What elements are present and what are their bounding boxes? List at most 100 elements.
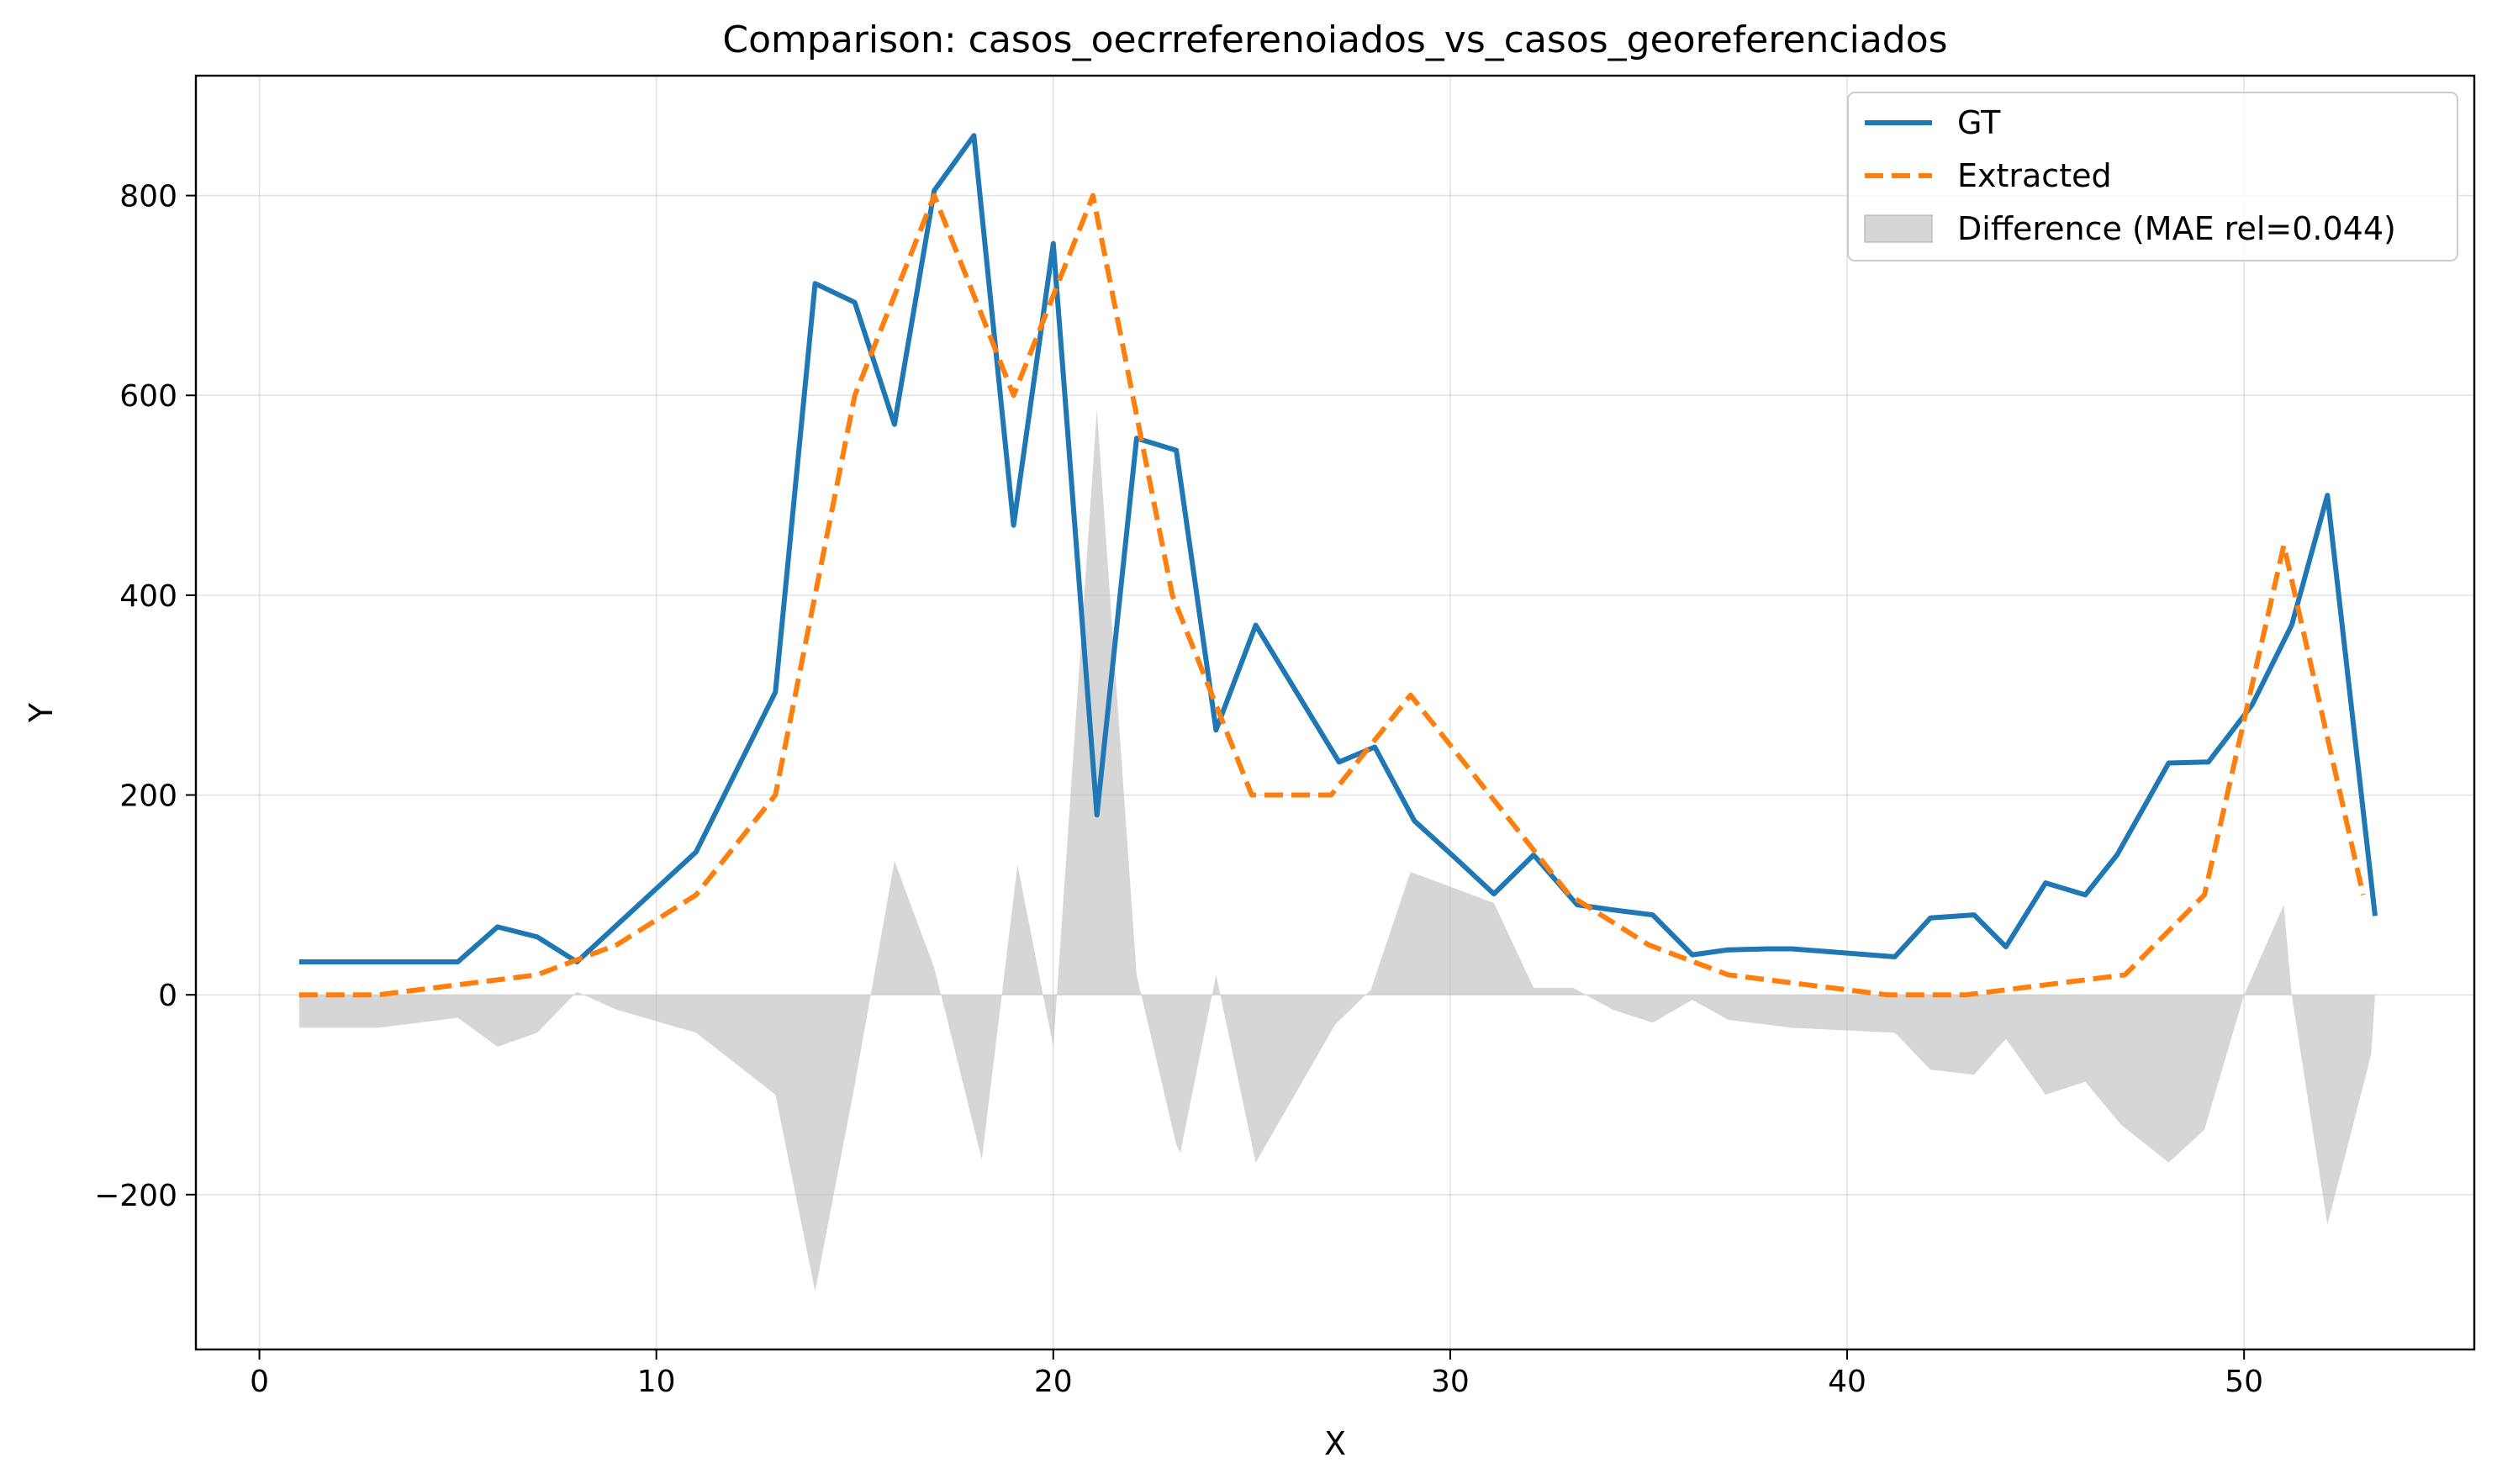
gt-point xyxy=(2206,759,2211,764)
gt-point xyxy=(495,924,500,929)
x-tick-label: 20 xyxy=(1034,1365,1073,1399)
gt-point xyxy=(932,188,937,193)
difference-point xyxy=(1613,1009,1614,1011)
difference-point xyxy=(1255,1162,1257,1164)
extracted-point xyxy=(1169,593,1175,598)
extracted-point xyxy=(2123,972,2128,977)
difference-point xyxy=(1334,1024,1336,1026)
extracted-point xyxy=(1408,693,1413,698)
difference-point xyxy=(2283,904,2285,906)
gt-point xyxy=(971,133,976,138)
gt-point xyxy=(535,934,540,939)
difference-point xyxy=(2085,1081,2087,1083)
difference-point xyxy=(1136,974,1138,976)
gt-point xyxy=(1972,912,1977,917)
extracted-point xyxy=(1964,992,1969,997)
difference-point xyxy=(981,1159,983,1160)
extracted-point xyxy=(2202,892,2207,897)
x-tick-label: 40 xyxy=(1828,1365,1866,1399)
y-tick-label: −200 xyxy=(94,1179,177,1213)
extracted-point xyxy=(932,193,937,198)
difference-point xyxy=(1572,987,1574,989)
gt-point xyxy=(1213,727,1218,732)
gt-point xyxy=(1893,954,1898,959)
extracted-point xyxy=(1090,193,1095,198)
gt-point xyxy=(694,849,699,854)
difference-point xyxy=(1973,1074,1975,1075)
gt-point xyxy=(1690,953,1695,958)
legend: GT Extracted Difference (MAE rel=0.044) xyxy=(1847,92,2458,261)
difference-area xyxy=(298,409,2375,1292)
legend-label: Extracted xyxy=(1957,157,2112,194)
difference-point xyxy=(2168,1162,2170,1164)
legend-label: Difference (MAE rel=0.044) xyxy=(1957,210,2396,247)
x-tick-label: 50 xyxy=(2225,1365,2263,1399)
gt-point xyxy=(1725,948,1730,953)
x-axis-label: X xyxy=(1324,1425,1346,1462)
difference-point xyxy=(536,1032,538,1034)
difference-point xyxy=(1692,999,1693,1001)
extracted-point xyxy=(1805,982,1810,987)
difference-point xyxy=(377,1027,379,1029)
difference-point xyxy=(2204,1129,2205,1131)
gt-point xyxy=(1412,818,1417,823)
gt-point xyxy=(1337,759,1342,764)
gt-point xyxy=(1095,812,1100,817)
difference-point xyxy=(2291,994,2293,995)
gt-point xyxy=(2043,880,2048,885)
difference-point xyxy=(946,1014,948,1016)
gt-point xyxy=(2003,944,2009,949)
difference-point xyxy=(1728,1019,1729,1021)
difference-point xyxy=(2120,1124,2122,1126)
gt-point xyxy=(2083,892,2088,897)
extracted-point xyxy=(376,992,381,997)
extracted-point xyxy=(1487,793,1492,798)
gt-line xyxy=(298,133,2378,964)
difference-point xyxy=(576,991,578,993)
x-tick-label: 30 xyxy=(1431,1365,1470,1399)
difference-point xyxy=(1180,1152,1181,1154)
extracted-point xyxy=(2281,542,2286,547)
gt-point xyxy=(1766,947,1771,952)
difference-point xyxy=(1216,974,1217,976)
y-tick-label: 200 xyxy=(119,779,177,814)
extracted-point xyxy=(2043,982,2048,987)
difference-point xyxy=(1894,1032,1896,1034)
plot-frame xyxy=(194,74,2476,1351)
gt-point xyxy=(1254,623,1259,628)
legend-label: GT xyxy=(1957,104,2001,141)
gt-point xyxy=(813,281,818,286)
difference-point xyxy=(2045,1094,2046,1096)
difference-point xyxy=(1410,871,1412,873)
y-tick-label: 600 xyxy=(119,379,177,414)
gt-point xyxy=(2114,853,2120,858)
gt-point xyxy=(2289,623,2294,628)
extracted-point xyxy=(535,972,540,977)
difference-point xyxy=(616,1009,618,1011)
y-tick-label: 400 xyxy=(119,579,177,614)
difference-point xyxy=(775,1094,777,1096)
extracted-point xyxy=(1884,992,1889,997)
gt-point xyxy=(2250,703,2255,708)
extracted-point xyxy=(853,393,858,398)
y-tick-label: 800 xyxy=(119,180,177,214)
extracted-point xyxy=(1249,793,1254,798)
gt-point xyxy=(1011,523,1016,528)
gt-point xyxy=(853,300,858,305)
extracted-point xyxy=(1567,892,1572,897)
extracted-point xyxy=(773,793,778,798)
gt-point xyxy=(1174,448,1179,453)
gt-point xyxy=(1452,854,1457,859)
gt-point xyxy=(1372,744,1377,749)
extracted-point xyxy=(1011,393,1016,398)
difference-point xyxy=(1493,902,1495,904)
difference-point xyxy=(2243,994,2245,995)
difference-point xyxy=(695,1032,697,1034)
difference-point xyxy=(933,967,935,969)
extracted-point xyxy=(297,992,302,997)
series-lines xyxy=(297,133,2378,998)
gt-point xyxy=(1789,947,1794,952)
difference-point xyxy=(2005,1038,2007,1040)
y-tick-label: 0 xyxy=(158,979,177,1013)
difference-point xyxy=(2327,1224,2329,1226)
